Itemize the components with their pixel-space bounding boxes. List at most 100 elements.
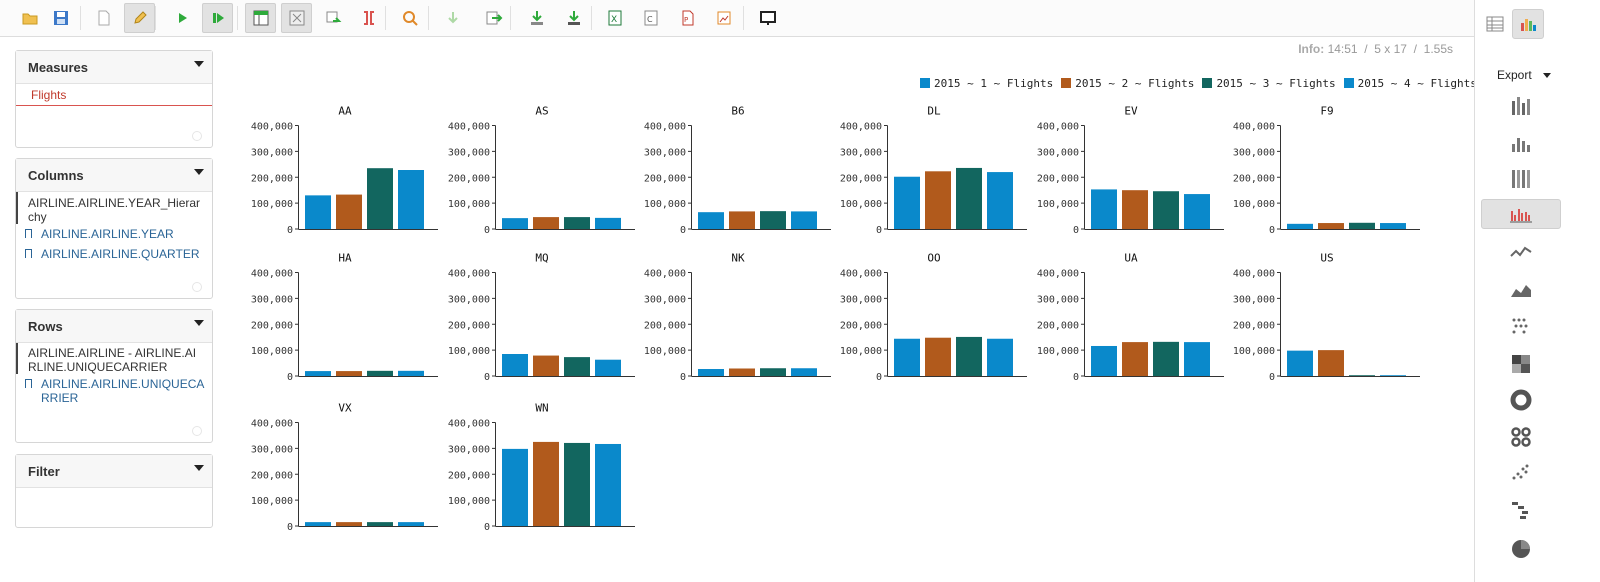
hide-empty-button[interactable] — [281, 3, 312, 33]
run-button[interactable] — [166, 3, 197, 33]
columns-panel-header[interactable]: Columns — [16, 159, 212, 192]
stacked-100-icon — [1512, 170, 1530, 188]
legend-label: 2015 ~ 1 ~ Flights — [934, 76, 1054, 90]
y-tick-label: 400,000 — [1037, 122, 1079, 133]
donut-chart-button[interactable] — [1481, 385, 1561, 415]
drill-through-button[interactable] — [478, 3, 509, 33]
area-chart-button[interactable] — [1481, 275, 1561, 305]
bar — [502, 354, 528, 376]
toolbar-separator — [743, 6, 744, 30]
y-tick-label: 300,000 — [840, 294, 882, 305]
y-tick-label: 400,000 — [448, 122, 490, 133]
chevron-down-icon[interactable] — [194, 61, 204, 67]
multiple-donut-chart-button[interactable] — [1481, 422, 1561, 452]
bar — [729, 368, 755, 376]
facet-title: OO — [927, 252, 940, 265]
line-chart-button[interactable] — [1481, 237, 1561, 267]
show-mdx-button[interactable] — [353, 3, 384, 33]
y-tick-label: 200,000 — [251, 470, 293, 481]
columns-level-year[interactable]: AIRLINE.AIRLINE.YEAR — [16, 224, 212, 241]
new-query-button[interactable] — [88, 3, 119, 33]
facet-title: WN — [535, 402, 548, 415]
bar — [336, 522, 362, 526]
y-tick-label: 200,000 — [448, 470, 490, 481]
export-xls-button[interactable]: X — [599, 3, 630, 33]
zoom-button[interactable] — [394, 3, 425, 33]
toggle-fields-button[interactable] — [245, 3, 276, 33]
toolbar-separator — [428, 6, 429, 30]
bar — [595, 443, 621, 526]
drill-down-button[interactable] — [437, 3, 468, 33]
facet-title: AS — [535, 105, 548, 118]
save-icon — [53, 11, 68, 25]
waterfall-chart-button[interactable] — [1481, 496, 1561, 526]
legend-swatch — [1202, 78, 1213, 88]
rows-panel: Rows AIRLINE.AIRLINE - AIRLINE.AIRLINE.U… — [15, 309, 213, 443]
legend-item[interactable]: 2015 ~ 4 ~ Flights — [1343, 75, 1477, 91]
export-png-button[interactable] — [708, 3, 739, 33]
export-data-button[interactable] — [521, 3, 552, 33]
dot-chart-button[interactable] — [1481, 311, 1561, 341]
y-tick-label: 100,000 — [1233, 199, 1275, 210]
columns-level-quarter[interactable]: AIRLINE.AIRLINE.QUARTER — [16, 241, 212, 261]
bar-chart-button[interactable] — [1481, 128, 1561, 158]
clear-icon[interactable] — [192, 282, 202, 292]
legend-item[interactable]: 2015 ~ 3 ~ Flights — [1202, 75, 1336, 91]
columns-dimension[interactable]: AIRLINE.AIRLINE.YEAR_Hierarchy — [16, 192, 212, 224]
legend-item[interactable]: 2015 ~ 2 ~ Flights — [1061, 75, 1194, 91]
rows-dimension[interactable]: AIRLINE.AIRLINE - AIRLINE.AIRLINE.UNIQUE… — [16, 343, 212, 374]
toggle-fields-icon — [253, 10, 268, 26]
y-tick-label: 300,000 — [1233, 294, 1275, 305]
rows-panel-header[interactable]: Rows — [16, 310, 212, 343]
y-tick-label: 200,000 — [644, 320, 686, 331]
columns-level-label: AIRLINE.AIRLINE.QUARTER — [41, 247, 200, 261]
scatter-chart-button[interactable] — [1481, 458, 1561, 488]
filter-panel-header[interactable]: Filter — [16, 455, 212, 488]
y-tick-label: 300,000 — [448, 147, 490, 158]
info-size: 5 x 17 — [1374, 42, 1407, 56]
swap-axis-button[interactable] — [317, 3, 348, 33]
chevron-down-icon[interactable] — [194, 320, 204, 326]
save-button[interactable] — [45, 3, 76, 33]
chevron-down-icon[interactable] — [194, 169, 204, 175]
heatmap-chart-button[interactable] — [1481, 349, 1561, 379]
auto-run-button[interactable] — [202, 3, 233, 33]
chevron-down-icon[interactable] — [194, 465, 204, 471]
y-tick-label: 400,000 — [840, 269, 882, 280]
legend-item[interactable]: 2015 ~ 1 ~ Flights — [920, 75, 1053, 91]
bar — [791, 211, 817, 229]
y-tick-label: 0 — [680, 372, 686, 383]
multiple-bar-chart-button[interactable] — [1481, 199, 1561, 229]
clear-icon[interactable] — [192, 426, 202, 436]
y-tick-label: 400,000 — [1233, 269, 1275, 280]
facet-title: AA — [338, 105, 352, 118]
y-tick-label: 300,000 — [251, 444, 293, 455]
open-button[interactable] — [14, 3, 45, 33]
measures-panel-header[interactable]: Measures — [16, 51, 212, 84]
clear-icon[interactable] — [192, 131, 202, 141]
measure-item-flights[interactable]: Flights — [16, 86, 212, 106]
chart-view-button[interactable] — [1512, 9, 1544, 39]
y-tick-label: 0 — [680, 225, 686, 236]
export-drill-button[interactable] — [558, 3, 589, 33]
open-icon — [22, 13, 37, 25]
y-tick-label: 400,000 — [1037, 269, 1079, 280]
rows-level-label: AIRLINE.AIRLINE.UNIQUECARRIER — [41, 377, 205, 405]
pie-chart-button[interactable] — [1481, 534, 1561, 564]
edit-button[interactable] — [124, 3, 155, 33]
stacked-100-chart-button[interactable] — [1481, 164, 1561, 194]
export-pdf-button[interactable]: P — [672, 3, 703, 33]
y-tick-label: 100,000 — [1233, 346, 1275, 357]
stacked-bar-chart-button[interactable] — [1481, 91, 1561, 121]
svg-text:X: X — [611, 15, 617, 25]
export-csv-button[interactable]: C — [635, 3, 666, 33]
chevron-down-icon[interactable] — [1543, 73, 1551, 78]
table-view-button[interactable] — [1479, 9, 1511, 39]
bar-icon — [1512, 138, 1530, 152]
present-button[interactable] — [752, 3, 783, 33]
rows-level-uniquecarrier[interactable]: AIRLINE.AIRLINE.UNIQUECARRIER — [16, 374, 212, 405]
bar — [894, 338, 920, 376]
bar — [1153, 191, 1179, 229]
export-menu[interactable]: Export — [1497, 68, 1532, 82]
bar — [1380, 375, 1406, 376]
